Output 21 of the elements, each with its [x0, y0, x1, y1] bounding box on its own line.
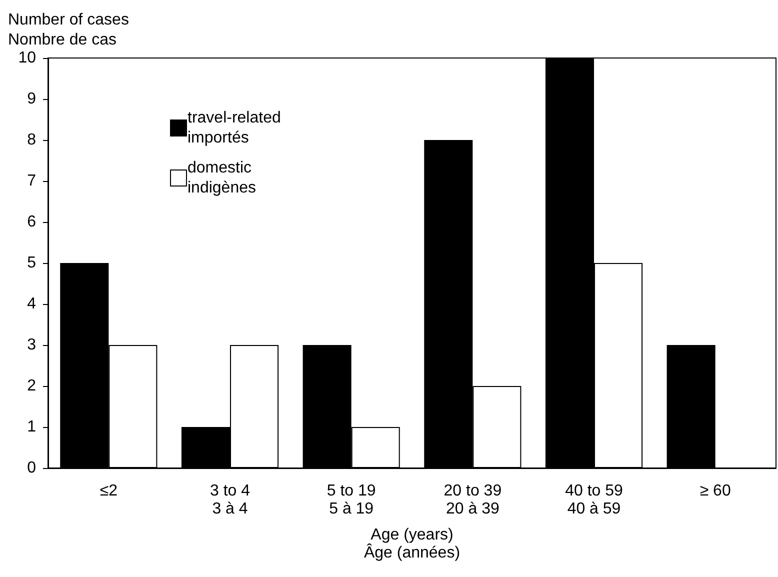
legend-label: travel-related importés — [188, 110, 281, 146]
y-tick-label: 9 — [27, 90, 36, 108]
y-tick-label: 2 — [27, 378, 36, 394]
x-tick-label: ≤2 — [100, 482, 118, 500]
legend-label: domestic indigènes — [188, 160, 256, 196]
y-tick-label: 10 — [18, 50, 36, 66]
x-tick-label: 3 to 4 3 à 4 — [210, 482, 250, 518]
y-tick-label: 8 — [27, 132, 36, 148]
y-tick-label: 3 — [27, 336, 36, 354]
y-axis-title: Number of cases Nombre de cas — [8, 12, 129, 49]
y-tick-label: 7 — [27, 172, 36, 190]
x-tick-label: ≥ 60 — [700, 482, 731, 500]
x-tick-label: 20 to 39 20 à 39 — [444, 482, 502, 518]
y-tick-label: 1 — [27, 418, 36, 436]
x-tick-label: 5 to 19 5 à 19 — [326, 482, 376, 518]
y-tick-label: 4 — [27, 296, 36, 312]
y-tick-label: 6 — [27, 214, 36, 230]
y-tick-label: 5 — [27, 254, 36, 272]
x-tick-label: 40 to 59 40 à 59 — [565, 482, 624, 518]
x-axis-title: Age (years) Âge (années) — [364, 526, 460, 562]
y-tick-label: 0 — [27, 460, 36, 476]
